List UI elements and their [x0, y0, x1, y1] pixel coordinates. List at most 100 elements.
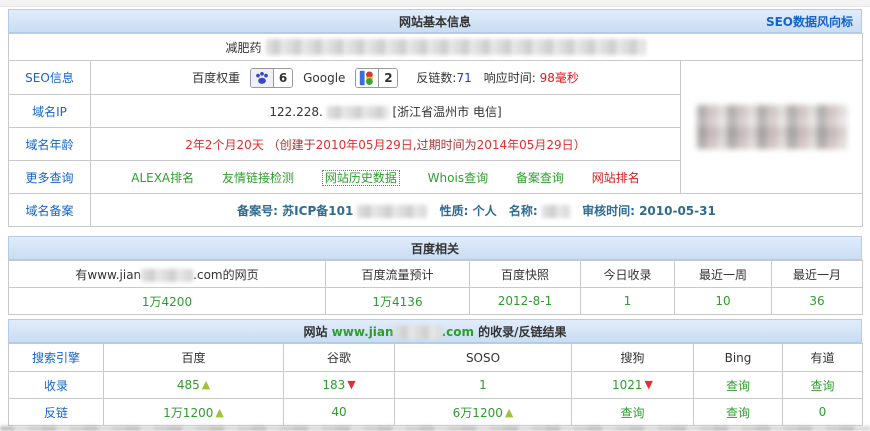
blurred-bottom-strip	[0, 426, 870, 431]
indexed-bing-query-link[interactable]: 查询	[725, 378, 750, 393]
domain-beian-cell: 备案号: 苏ICP备101 性质: 个人 名称: 审核时间: 2010-05-3…	[90, 193, 863, 227]
results-title-prefix: 网站	[303, 324, 328, 339]
domain-age-cell: 2年2个月20天 （创建于2010年05月29日,过期时间为2014年05月29…	[90, 127, 681, 161]
friend-link-check-link[interactable]: 友情链接检测	[221, 170, 294, 185]
indexed-sogou-value: 1021	[611, 378, 643, 392]
site-rank-link[interactable]: 网站排名	[591, 170, 640, 185]
baidu-related-header-row: 有www.jian .com的网页 百度流量预计 百度快照 今日收录 最近一周 最…	[8, 260, 863, 288]
site-keyword-cell: 减肥药	[8, 33, 863, 61]
pages-header-suffix: .com的网页	[193, 267, 259, 282]
results-title-suffix: 的收录/反链结果	[478, 324, 567, 339]
today-indexed-header: 今日收录	[580, 260, 675, 288]
beian-name-label: 名称:	[508, 203, 538, 218]
beian-audit-label: 审核时间:	[582, 203, 635, 218]
site-keyword: 减肥药	[225, 40, 262, 55]
engine-results-title: 网站 www.jian .com 的收录/反链结果	[9, 323, 861, 340]
basic-info-table: 减肥药 SEO信息 百度权重	[8, 33, 863, 227]
baidu-pages-header: 有www.jian .com的网页	[8, 260, 326, 288]
domain-ip-cell: 122.228. [浙江省温州市 电信]	[90, 94, 681, 128]
blurred-domain	[141, 268, 194, 282]
backlink-youdao-value: 0	[818, 405, 827, 419]
google-pr-badge[interactable]: 2	[355, 67, 399, 88]
traffic-estimate-header: 百度流量预计	[325, 260, 470, 288]
indexed-row: 收录 485 ▲ 183 ▼ 1 1021 ▼ 查询 查询	[8, 371, 863, 399]
blurred-site-title	[265, 39, 646, 55]
down-arrow-icon: ▼	[644, 378, 653, 391]
up-arrow-icon: ▲	[215, 405, 224, 419]
section-baidu-related: 百度相关 有www.jian .com的网页 百度流量预计 百度快照 今日收录 最…	[8, 236, 863, 315]
site-history-link[interactable]: 网站历史数据	[321, 169, 400, 186]
last-week-header: 最近一周	[674, 260, 772, 288]
baidu-weight-badge[interactable]: 6	[250, 67, 294, 88]
sogou-header: 搜狗	[571, 343, 694, 372]
baidu-header: 百度	[103, 343, 284, 372]
more-query-cell: ALEXA排名 友情链接检测 网站历史数据 Whois查询 备案查询 网站排名	[90, 160, 681, 194]
backlink-value: 71	[456, 71, 472, 85]
created-date: 2010年05月29日	[315, 137, 413, 152]
created-prefix: （创建于	[267, 137, 316, 152]
down-arrow-icon: ▼	[347, 378, 356, 391]
indexed-soso-cell: 1	[394, 371, 572, 399]
backlink-label: 反链数:	[416, 71, 457, 85]
more-query-label: 更多查询	[8, 160, 91, 194]
seo-trend-link[interactable]: SEO数据风向标	[765, 14, 853, 29]
age-close-paren: ）	[573, 137, 586, 152]
backlink-youdao-cell: 0	[782, 398, 863, 426]
alexa-rank-link[interactable]: ALEXA排名	[131, 170, 195, 185]
beian-query-link[interactable]: 备案查询	[515, 170, 564, 185]
seo-info-label: SEO信息	[8, 60, 91, 95]
baidu-related-table: 有www.jian .com的网页 百度流量预计 百度快照 今日收录 最近一周 最…	[8, 260, 863, 315]
traffic-estimate-value: 1万4136	[325, 287, 470, 315]
google-icon	[356, 68, 379, 87]
ad-cell	[680, 60, 863, 194]
response-time: 响应时间: 98毫秒	[484, 69, 579, 86]
domain-beian-row: 域名备案 备案号: 苏ICP备101 性质: 个人 名称: 审核时间: 2010…	[8, 193, 863, 227]
response-label: 响应时间:	[483, 71, 536, 85]
domain-ip-row: 域名IP 122.228. [浙江省温州市 电信]	[8, 94, 863, 128]
baidu-weight-value: 6	[273, 68, 293, 87]
indexed-sogou-cell: 1021 ▼	[571, 371, 694, 399]
bing-header: Bing	[693, 343, 783, 372]
backlink-bing-query-link[interactable]: 查询	[725, 405, 750, 420]
search-engine-header: 搜索引擎	[8, 343, 104, 372]
engine-results-header-bar: 网站 www.jian .com 的收录/反链结果	[8, 319, 862, 343]
baidu-related-title: 百度相关	[410, 241, 459, 256]
backlink-soso-value: 6万1200	[452, 405, 503, 420]
backlink-row-label: 反链	[8, 398, 104, 426]
google-pr-label: Google	[303, 70, 346, 85]
baidu-weight-label: 百度权重	[192, 71, 241, 85]
domain-age-row: 域名年龄 2年2个月20天 （创建于2010年05月29日,过期时间为2014年…	[8, 127, 863, 161]
beian-audit-value: 2010-05-31	[639, 203, 716, 218]
pages-count-value: 1万4200	[8, 287, 326, 315]
soso-header: SOSO	[394, 343, 572, 372]
engine-header-row: 搜索引擎 百度 谷歌 SOSO 搜狗 Bing 有道	[8, 343, 863, 372]
ip-prefix: 122.228.	[269, 104, 323, 119]
response-value: 98毫秒	[539, 71, 579, 85]
engine-results-table: 搜索引擎 百度 谷歌 SOSO 搜狗 Bing 有道 收录 485 ▲ 183 ▼ …	[8, 343, 863, 426]
domain-age-value: 2年2个月20天	[185, 137, 264, 152]
backlink-sogou-query-link[interactable]: 查询	[620, 405, 645, 420]
baidu-snapshot-value: 2012-8-1	[469, 287, 581, 315]
last-week-value: 10	[674, 287, 772, 315]
backlink-row: 反链 1万1200 ▲ 40 6万1200 ▲ 查询 查询 0	[8, 398, 863, 426]
indexed-google-value: 183	[322, 378, 346, 392]
domain-ip-label: 域名IP	[8, 94, 91, 128]
youdao-header: 有道	[782, 343, 863, 372]
indexed-youdao-cell: 查询	[782, 371, 863, 399]
domain-beian-label: 域名备案	[8, 193, 91, 227]
indexed-baidu-cell: 485 ▲	[103, 371, 284, 399]
results-url-suffix: .com	[441, 324, 474, 339]
blurred-ip	[326, 105, 389, 119]
baidu-paw-icon	[251, 68, 274, 87]
beian-nature-value: 个人	[472, 203, 497, 218]
seo-info-row: SEO信息 百度权重 6	[8, 60, 863, 194]
indexed-youdao-query-link[interactable]: 查询	[810, 378, 835, 393]
whois-query-link[interactable]: Whois查询	[427, 170, 489, 185]
today-indexed-value: 1	[580, 287, 675, 315]
browser-top-strip	[0, 0, 870, 7]
page-title: 网站基本信息	[398, 14, 471, 29]
backlink-count: 反链数:71	[416, 69, 471, 86]
beian-num-prefix: 苏ICP备101	[282, 203, 354, 218]
basic-info-header-bar: 网站基本信息 SEO数据风向标	[8, 9, 862, 33]
